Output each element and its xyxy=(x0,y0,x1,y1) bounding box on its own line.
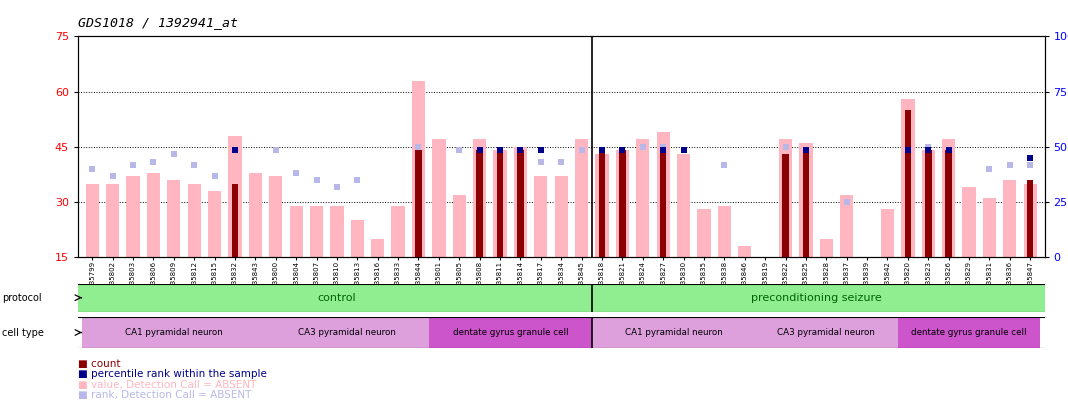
Bar xyxy=(657,132,670,257)
Bar xyxy=(755,317,898,348)
Bar xyxy=(428,317,592,348)
Bar xyxy=(803,151,810,257)
Text: preconditioning seizure: preconditioning seizure xyxy=(751,293,881,303)
Bar xyxy=(616,151,629,257)
Text: ■ value, Detection Call = ABSENT: ■ value, Detection Call = ABSENT xyxy=(78,379,256,390)
Bar xyxy=(925,151,931,257)
Text: GDS1018 / 1392941_at: GDS1018 / 1392941_at xyxy=(78,16,238,29)
Text: CA1 pyramidal neuron: CA1 pyramidal neuron xyxy=(625,328,722,337)
Bar xyxy=(371,239,384,257)
Bar xyxy=(232,183,238,257)
Text: CA3 pyramidal neuron: CA3 pyramidal neuron xyxy=(298,328,396,337)
Bar xyxy=(983,198,996,257)
Bar xyxy=(820,239,833,257)
Bar xyxy=(229,136,241,257)
Bar xyxy=(146,173,160,257)
Bar xyxy=(619,151,626,257)
Bar xyxy=(517,151,523,257)
Bar xyxy=(330,206,344,257)
Bar xyxy=(514,147,528,257)
Bar xyxy=(575,139,588,257)
Text: dentate gyrus granule cell: dentate gyrus granule cell xyxy=(911,328,1026,337)
Bar xyxy=(660,151,666,257)
Bar xyxy=(289,206,302,257)
Bar xyxy=(126,176,140,257)
Text: ■ percentile rank within the sample: ■ percentile rank within the sample xyxy=(78,369,267,379)
Bar xyxy=(82,317,266,348)
Bar xyxy=(473,139,486,257)
Bar xyxy=(942,139,955,257)
Bar xyxy=(392,206,405,257)
Bar xyxy=(905,110,911,257)
Bar xyxy=(1003,180,1017,257)
Bar xyxy=(841,195,853,257)
Bar xyxy=(249,173,262,257)
Bar xyxy=(898,317,1040,348)
Bar xyxy=(945,151,952,257)
Bar xyxy=(1027,180,1034,257)
Bar xyxy=(188,183,201,257)
Bar xyxy=(782,154,789,257)
Text: CA1 pyramidal neuron: CA1 pyramidal neuron xyxy=(125,328,222,337)
Bar xyxy=(962,187,976,257)
Text: ■ count: ■ count xyxy=(78,358,121,369)
Bar xyxy=(922,151,934,257)
Bar xyxy=(412,81,425,257)
Bar xyxy=(779,139,792,257)
Bar xyxy=(269,176,282,257)
Bar xyxy=(497,151,503,257)
Bar xyxy=(453,195,466,257)
Bar xyxy=(493,151,506,257)
Bar xyxy=(637,139,649,257)
Bar xyxy=(718,206,731,257)
Bar xyxy=(592,317,755,348)
Bar xyxy=(350,220,364,257)
Bar xyxy=(595,154,609,257)
Bar xyxy=(799,143,813,257)
Bar xyxy=(901,99,914,257)
Bar xyxy=(1023,183,1037,257)
Text: ■ rank, Detection Call = ABSENT: ■ rank, Detection Call = ABSENT xyxy=(78,390,251,400)
Bar xyxy=(697,209,710,257)
Bar xyxy=(599,151,606,257)
Bar xyxy=(881,209,894,257)
Bar xyxy=(476,151,483,257)
Text: control: control xyxy=(317,293,357,303)
Bar xyxy=(208,191,221,257)
Bar xyxy=(738,246,752,257)
Bar xyxy=(168,180,180,257)
Text: cell type: cell type xyxy=(2,328,44,337)
Bar xyxy=(106,183,120,257)
Bar xyxy=(266,317,428,348)
Text: dentate gyrus granule cell: dentate gyrus granule cell xyxy=(453,328,568,337)
Bar xyxy=(310,206,324,257)
Text: CA3 pyramidal neuron: CA3 pyramidal neuron xyxy=(778,328,876,337)
Bar xyxy=(677,154,690,257)
Bar xyxy=(415,151,422,257)
Bar xyxy=(433,139,445,257)
Bar xyxy=(534,176,548,257)
Bar xyxy=(85,183,99,257)
Bar xyxy=(554,176,568,257)
Text: protocol: protocol xyxy=(2,293,42,303)
